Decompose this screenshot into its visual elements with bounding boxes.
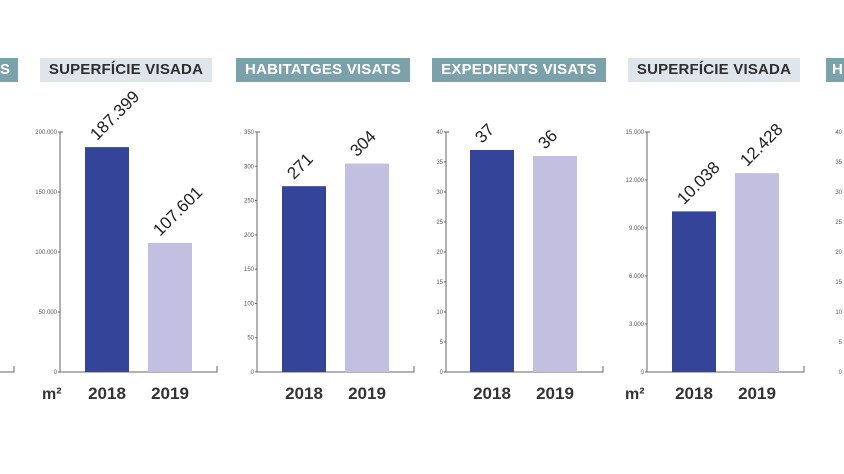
y-tick-label: 10 [835,310,842,316]
y-tick-label: 5 [839,340,843,346]
y-tick-label: 40 [835,130,842,136]
y-tick-label: 0 [839,370,843,376]
y-tick-label: 15 [835,280,842,286]
chart-5-partial-axis: 0 5 10 15 20 25 30 35 40 [0,0,844,474]
y-tick-label: 35 [835,160,842,166]
y-tick-label: 25 [835,220,842,226]
y-tick-label: 20 [835,250,842,256]
y-tick-label: 30 [835,190,842,196]
